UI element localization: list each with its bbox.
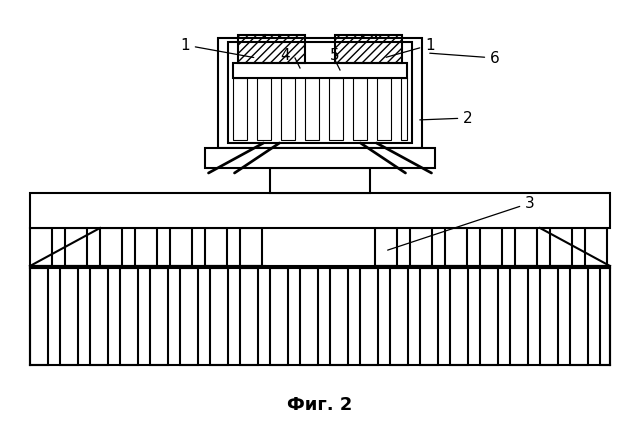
Bar: [180, 268, 198, 365]
Bar: [300, 268, 318, 365]
Bar: [65, 228, 87, 266]
Text: 3: 3: [388, 195, 535, 250]
Bar: [257, 78, 271, 140]
Bar: [420, 268, 438, 365]
Bar: [390, 268, 408, 365]
Bar: [30, 228, 52, 266]
Bar: [238, 35, 305, 63]
Text: 4: 4: [280, 47, 290, 63]
Text: 2: 2: [420, 110, 473, 126]
Bar: [30, 193, 610, 228]
Bar: [60, 268, 78, 365]
Bar: [233, 63, 407, 78]
Bar: [410, 228, 432, 266]
Bar: [570, 268, 588, 365]
Bar: [585, 228, 607, 266]
Bar: [353, 78, 367, 140]
Bar: [240, 268, 258, 365]
Bar: [90, 268, 108, 365]
Text: 1: 1: [386, 38, 435, 57]
Bar: [360, 268, 378, 365]
Bar: [240, 228, 262, 266]
Bar: [281, 78, 295, 140]
Bar: [515, 228, 537, 266]
Bar: [335, 35, 402, 63]
Bar: [135, 228, 157, 266]
Text: Фиг. 2: Фиг. 2: [287, 396, 353, 414]
Bar: [120, 268, 138, 365]
Bar: [450, 268, 468, 365]
Bar: [228, 42, 412, 143]
Bar: [210, 268, 228, 365]
Bar: [170, 228, 192, 266]
Bar: [480, 268, 498, 365]
Bar: [150, 268, 168, 365]
Bar: [218, 38, 422, 148]
Bar: [401, 78, 407, 140]
Bar: [330, 268, 348, 365]
Bar: [480, 228, 502, 266]
Bar: [329, 78, 343, 140]
Bar: [600, 268, 610, 365]
Text: 1: 1: [180, 38, 254, 58]
Bar: [270, 268, 288, 365]
Bar: [270, 168, 370, 193]
Bar: [205, 148, 435, 168]
Bar: [30, 268, 48, 365]
Bar: [205, 228, 227, 266]
Text: 5: 5: [330, 47, 340, 63]
Bar: [375, 228, 397, 266]
Bar: [305, 78, 319, 140]
Text: 6: 6: [430, 50, 500, 66]
Bar: [550, 228, 572, 266]
Bar: [233, 78, 247, 140]
Bar: [100, 228, 122, 266]
Bar: [445, 228, 467, 266]
Bar: [377, 78, 391, 140]
Bar: [510, 268, 528, 365]
Bar: [540, 268, 558, 365]
